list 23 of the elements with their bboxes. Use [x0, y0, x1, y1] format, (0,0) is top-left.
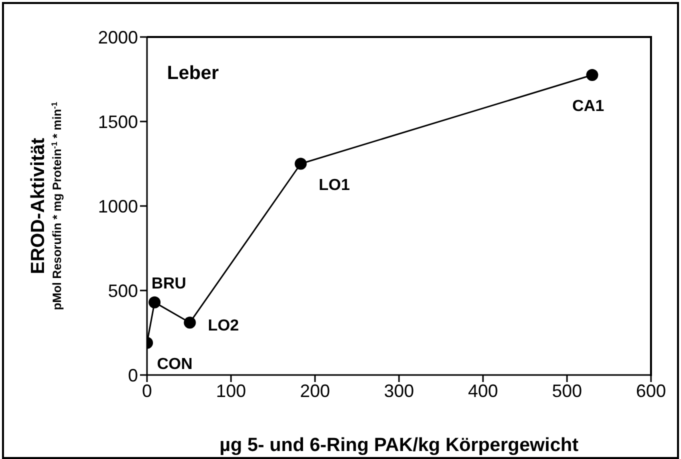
x-tick-label: 0 — [142, 380, 152, 401]
x-tick-label: 100 — [216, 380, 246, 401]
x-tick-label: 500 — [552, 380, 582, 401]
x-tick-label: 200 — [300, 380, 330, 401]
y-tick-label: 500 — [108, 280, 138, 301]
x-tick-label: 300 — [384, 380, 414, 401]
y-tick-label: 0 — [128, 365, 138, 386]
text: Leber — [167, 63, 220, 84]
x-axis-title: µg 5- und 6-Ring PAK/kg Körpergewicht — [220, 435, 580, 456]
annotation: CA1 — [572, 98, 604, 116]
point — [586, 69, 598, 82]
x-tick-label: 400 — [468, 380, 498, 401]
annotation: LO2 — [208, 318, 240, 335]
point — [184, 316, 196, 329]
annotation: CON — [157, 356, 193, 373]
annotation: BRU — [152, 275, 186, 292]
annotation: LO1 — [318, 176, 350, 194]
point — [294, 158, 307, 170]
y-tick-label: 1000 — [98, 196, 138, 216]
y-tick-label: 1500 — [98, 112, 138, 132]
y-tick-label: 2000 — [98, 27, 138, 48]
point — [148, 296, 161, 308]
x-tick-label: 600 — [636, 380, 666, 401]
